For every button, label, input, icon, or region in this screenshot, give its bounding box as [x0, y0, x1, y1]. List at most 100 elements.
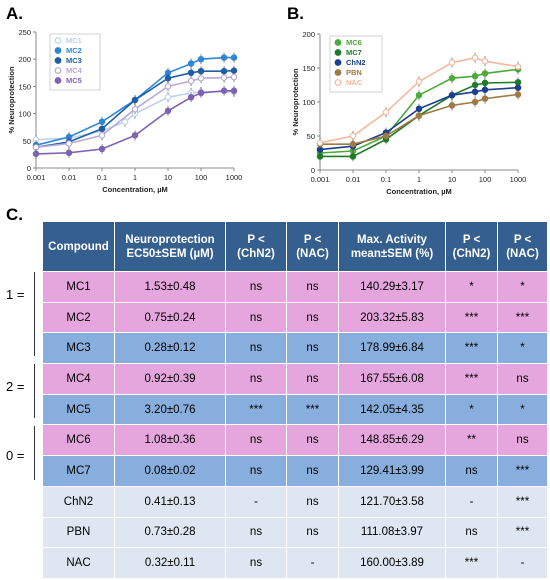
cell-max-p-nac: ns — [497, 424, 548, 457]
chart-b-x-tick-label: 1000 — [510, 175, 527, 184]
chart-b-legend-label-pbn: PBN — [346, 68, 362, 77]
table-row: MC6 1.08±0.36 ns ns 148.85±6.29 ** ns — [42, 424, 548, 457]
chart-b-point-chn2 — [471, 88, 479, 96]
cell-max-p-chn2: *** — [445, 301, 498, 334]
cell-p-chn2: ns — [225, 516, 287, 549]
chart-b-point-mc7 — [349, 153, 357, 160]
header-max-line1: Max. Activity — [357, 233, 427, 246]
chart-b-point-pbn — [382, 132, 390, 140]
results-table: Compound Neuroprotection EC50±SEM (µM) P … — [42, 221, 548, 579]
cell-max-p-nac: *** — [497, 301, 548, 334]
chart-a-point-mc5 — [65, 149, 73, 157]
table-row: NAC 0.32±0.11 ns -160.00±3.89 *** - — [42, 547, 548, 579]
chart-a-point-mc5 — [32, 150, 40, 158]
chart-a-point-mc5 — [197, 89, 205, 97]
cell-p-nac: ns — [286, 455, 339, 487]
chart-a-legend-marker-mc3 — [54, 57, 62, 64]
chart-b-point-nac — [415, 78, 423, 85]
chart-a-y-tick-label: 250 — [18, 28, 31, 37]
chart-a-legend-label-mc2: MC2 — [66, 46, 82, 55]
group-label-2: 2 = — [6, 379, 25, 394]
chart-a-point-mc4 — [164, 83, 172, 90]
chart-a-y-tick-label: 150 — [18, 82, 31, 91]
chart-a-y-tick-label: 50 — [23, 137, 31, 146]
cell-max-p-nac: ns — [497, 363, 548, 395]
cell-p-chn2: ns — [225, 363, 287, 395]
cell-max-p-nac: * — [497, 271, 548, 303]
chart-a-point-mc5 — [98, 145, 106, 153]
chart-b-point-pbn — [448, 102, 456, 109]
group-label-1: 1 = — [6, 287, 25, 302]
cell-compound: MC2 — [42, 301, 115, 334]
cell-max-p-chn2: * — [445, 393, 498, 426]
chart-b-point-pbn — [471, 98, 479, 106]
cell-max-p-nac: - — [497, 547, 548, 579]
chart-a-y-tick-label: 200 — [18, 55, 31, 64]
chart-b-x-tick-label: 0.001 — [311, 175, 330, 184]
chart-a-point-mc1 — [164, 94, 172, 101]
cell-p-chn2: ns — [225, 547, 287, 579]
cell-max-p-nac: *** — [497, 485, 548, 518]
chart-a-point-mc4 — [187, 77, 195, 85]
panel-label-b: B. — [287, 4, 304, 23]
cell-p-nac: ns — [286, 516, 339, 549]
panel-label-a: A. — [6, 4, 23, 23]
table-row: MC5 3.20±0.76 *** *** 142.05±4.35 * * — [42, 393, 548, 426]
chart-b-legend-marker-pbn — [334, 69, 342, 76]
chart-b-point-nac — [514, 63, 522, 70]
cell-max-p-chn2: - — [445, 485, 498, 518]
chart-b-point-pbn — [415, 112, 423, 119]
cell-ec50: 1.53±0.48 — [114, 271, 226, 303]
chart-a-x-tick-label: 10 — [164, 173, 172, 182]
chart-b-legend-label-mc7: MC7 — [346, 48, 362, 57]
cell-max: 111.08±3.97 — [338, 516, 446, 549]
chart-a-point-mc2 — [98, 118, 106, 126]
cell-max-p-chn2: * — [445, 271, 498, 303]
chart-a-legend-label-mc4: MC4 — [66, 66, 83, 75]
cell-ec50: 0.08±0.02 — [114, 455, 226, 487]
chart-a-legend-marker-mc2 — [54, 47, 62, 54]
chart-b-point-nac — [471, 54, 479, 62]
chart-a-point-mc3 — [131, 96, 139, 104]
cell-compound: PBN — [42, 516, 115, 549]
chart-a-legend-marker-mc4 — [54, 67, 62, 74]
header-p-nac-line2: (NAC) — [296, 247, 329, 260]
cell-p-nac: *** — [286, 393, 339, 426]
chart-a-x-tick-label: 0.001 — [27, 173, 46, 182]
header-p-chn2: P < (ChN2) — [225, 221, 287, 272]
table-row: PBN 0.73±0.28 ns ns 111.08±3.97 ns *** — [42, 516, 548, 549]
chart-b-x-tick-label: 0.01 — [346, 175, 361, 184]
table-row: MC2 0.75±0.24 ns ns 203.32±5.83 *** *** — [42, 301, 548, 334]
chart-b-legend-label-chn2: ChN2 — [346, 58, 366, 67]
chart-b-point-mc6 — [415, 91, 423, 99]
cell-ec50: 0.28±0.12 — [114, 332, 226, 365]
chart-a-y-tick-label: 100 — [18, 110, 31, 119]
cell-ec50: 1.08±0.36 — [114, 424, 226, 457]
chart-a-point-mc5 — [131, 132, 139, 139]
cell-compound: MC7 — [42, 455, 115, 487]
cell-max: 178.99±6.84 — [338, 332, 446, 365]
cell-max: 140.29±3.17 — [338, 271, 446, 303]
cell-p-nac: ns — [286, 485, 339, 518]
chart-b-legend-marker-chn2 — [334, 59, 342, 66]
chart-a-point-mc4 — [220, 74, 228, 81]
chart-a-point-mc5 — [220, 87, 228, 95]
cell-ec50: 0.92±0.39 — [114, 363, 226, 395]
chart-a-point-mc2 — [197, 55, 205, 63]
chart-a: 0 50 100 150 200 250 0.001 0.01 0.1 1 10 100 1000 Con… — [7, 28, 242, 194]
chart-a-point-mc3 — [197, 67, 205, 75]
chart-a-point-mc4 — [230, 73, 238, 81]
chart-b-point-chn2 — [448, 91, 456, 99]
cell-max-p-nac: *** — [497, 455, 548, 487]
chart-a-legend-marker-mc1 — [54, 37, 62, 44]
chart-b-point-mc6 — [481, 70, 489, 77]
table-row: MC3 0.28±0.12 ns ns 178.99±6.84 *** * — [42, 332, 548, 365]
cell-compound: NAC — [42, 547, 115, 579]
chart-a-point-mc4 — [98, 132, 106, 139]
cell-max-p-chn2: ns — [445, 516, 498, 549]
chart-b-y-tick-label: 200 — [302, 30, 315, 39]
header-ec50-line2: EC50±SEM (µM) — [126, 247, 214, 260]
cell-max: 167.55±6.08 — [338, 363, 446, 395]
chart-b-point-pbn — [514, 91, 522, 98]
chart-b-legend-marker-mc7 — [334, 49, 342, 56]
